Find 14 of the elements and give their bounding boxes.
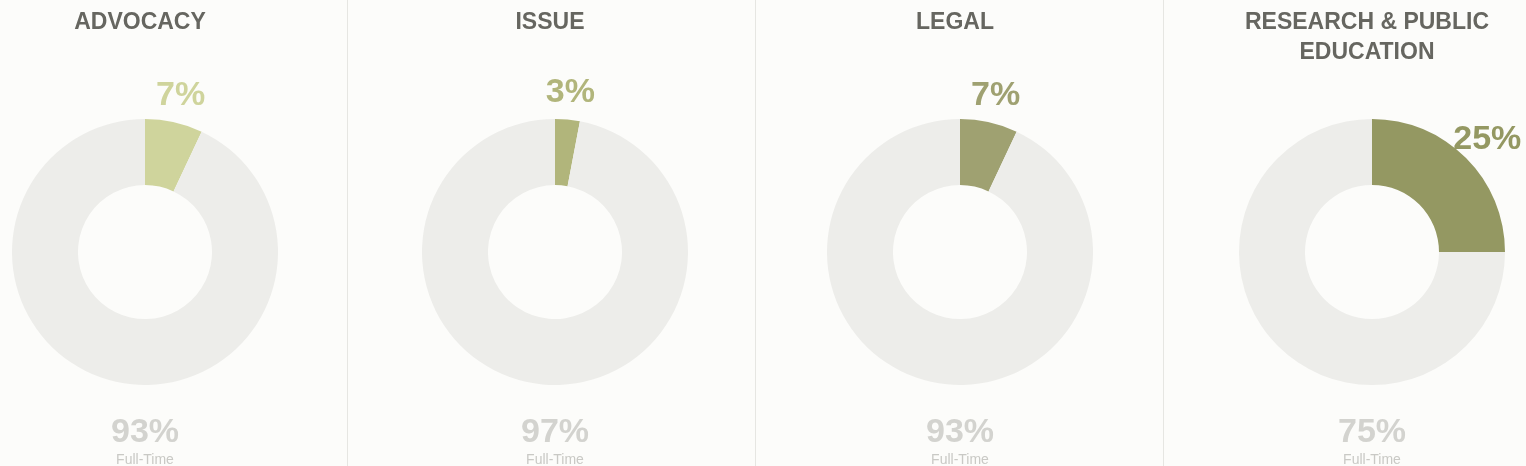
data-label: 7% bbox=[155, 73, 206, 112]
chart-title: ISSUE bbox=[514, 7, 586, 36]
donut-slice bbox=[12, 119, 278, 385]
donut-slice bbox=[145, 119, 202, 192]
data-label: 7% bbox=[970, 73, 1021, 112]
donut-slice bbox=[827, 119, 1093, 385]
data-label: 25% bbox=[1453, 117, 1522, 156]
chart-title: RESEARCH & PUBLIC EDUCATION bbox=[1243, 7, 1491, 66]
data-label: 3% bbox=[545, 70, 595, 109]
donut-slice bbox=[422, 119, 688, 385]
donut-slice bbox=[960, 119, 1017, 192]
chart-title: LEGAL bbox=[915, 7, 995, 36]
chart-title: ADVOCACY bbox=[73, 7, 207, 36]
donut-slice bbox=[555, 119, 580, 187]
